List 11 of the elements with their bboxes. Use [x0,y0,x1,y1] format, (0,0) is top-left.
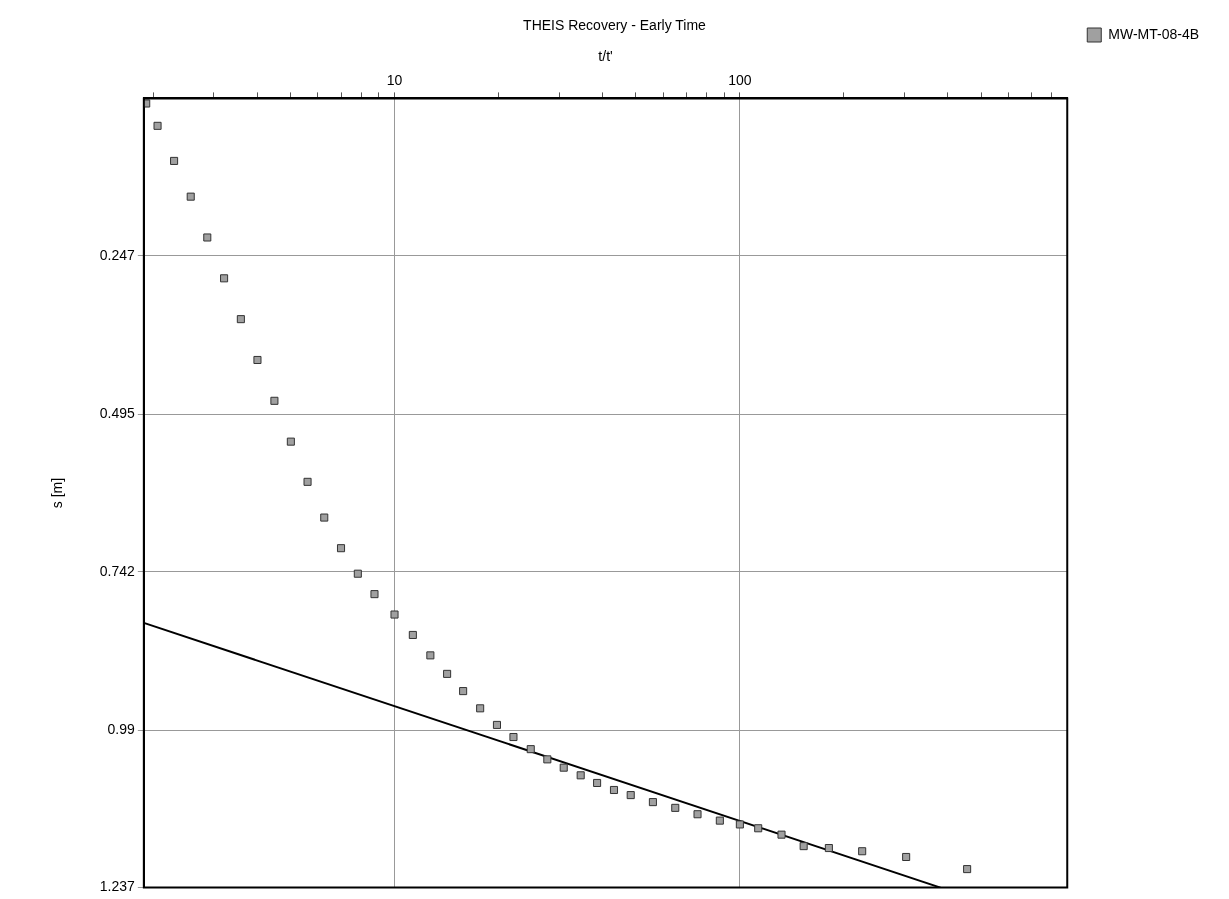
y-tick-label: 1.237 [99,878,136,895]
y-tick-label: 0.99 [107,720,136,737]
x-tick-label: 10 [386,71,403,88]
y-tick-label: 0.247 [99,246,136,263]
y-tick-label: 0.495 [99,405,136,422]
x-axis-title: t/t' [598,48,613,65]
x-tick-label: 100 [728,71,752,88]
y-tick-label: 0.742 [99,562,136,579]
y-axis-title: s [m] [49,477,66,509]
chart-title: THEIS Recovery - Early Time [523,17,707,34]
legend-label: MW-MT-08-4B [1108,25,1199,42]
